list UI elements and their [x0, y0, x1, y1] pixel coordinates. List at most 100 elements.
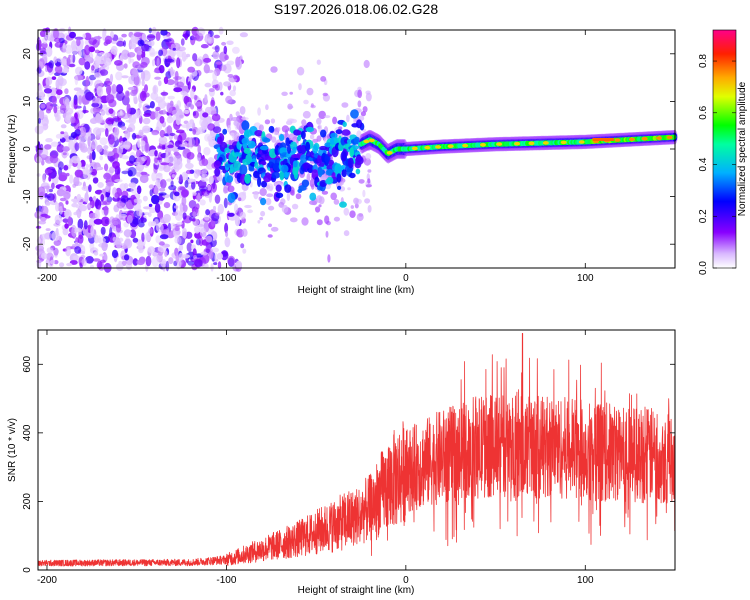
spectrogram-haze-blob [367, 205, 372, 213]
spectrogram-peak-spot [578, 140, 585, 144]
spectrogram-haze-blob [332, 116, 338, 125]
spectrogram-haze-blob [312, 138, 319, 143]
spectrogram-haze-blob [291, 203, 299, 210]
spectrogram-noise-blob [58, 172, 68, 182]
spectrogram-noise-blob [174, 226, 180, 232]
spectrogram-noise-blob [158, 65, 165, 74]
spectrogram-noise-blob [118, 237, 124, 242]
spectrogram-noise-blob [173, 134, 178, 140]
spectrogram-noise-blob [38, 118, 41, 124]
spectrogram-noise-blob [50, 141, 59, 147]
spectrogram-signal-blob [302, 162, 311, 169]
spectrogram-noise-blob [163, 38, 172, 42]
spectrogram-noise-blob [110, 45, 118, 55]
spectrogram-signal-blob [275, 184, 282, 192]
spectrogram-noise-blob [64, 211, 70, 216]
spectrogram-noise-blob [149, 47, 155, 56]
spectrogram-noise-blob [132, 132, 137, 140]
spectrogram-peak-spot [614, 138, 621, 142]
spectrogram-noise-blob [181, 227, 188, 239]
spectrogram-noise-blob [163, 202, 171, 209]
spectrogram-noise-blob [149, 189, 153, 197]
spectrogram-noise-blob [38, 109, 45, 121]
spectrogram-noise-blob [137, 139, 141, 148]
spectrogram-noise-blob [121, 33, 127, 38]
spectrogram-noise-blob [51, 182, 55, 190]
spectrogram-haze-blob [363, 59, 370, 69]
spectrogram-noise-blob [197, 179, 207, 189]
spectrogram-haze-blob [238, 197, 242, 202]
spectrogram-noise-blob [79, 204, 87, 212]
spectrogram-noise-blob [129, 155, 136, 164]
spectrogram-noise-blob [116, 145, 124, 155]
spectrogram-haze-blob [239, 211, 246, 220]
spectrogram-noise-blob [112, 236, 117, 242]
spectrogram-haze-blob [306, 173, 311, 183]
spectrogram-haze-blob [281, 125, 289, 133]
spectrogram-noise-blob [92, 106, 101, 114]
spectrogram-signal-blob [320, 129, 327, 138]
spectrogram-noise-blob [51, 76, 57, 80]
spectrogram-noise-blob [55, 79, 60, 89]
spectrogram-noise-blob [78, 140, 86, 151]
spectrogram-noise-blob [127, 52, 136, 58]
spectrogram-noise-blob [160, 29, 168, 36]
spectrogram-noise-blob [62, 152, 67, 156]
spectrogram-noise-blob [158, 99, 166, 109]
spectrogram-signal-blob [355, 168, 361, 175]
spectrogram-x-tick-label: -100 [216, 273, 236, 284]
spectrogram-noise-blob [167, 144, 174, 149]
spectrogram-noise-blob [48, 175, 52, 182]
spectrogram-noise-blob [48, 188, 54, 193]
spectrogram-y-label: Frequency (Hz) [7, 115, 18, 184]
spectrogram-noise-blob [165, 151, 169, 163]
spectrogram-noise-blob [203, 64, 210, 74]
spectrogram-noise-blob [185, 169, 193, 175]
spectrogram-haze-blob [273, 131, 279, 136]
spectrogram-haze-blob [271, 136, 277, 143]
spectrogram-noise-blob [206, 184, 212, 191]
spectrogram-haze-blob [321, 190, 329, 195]
spectrogram-noise-blob [140, 61, 148, 68]
spectrogram-noise-blob [141, 79, 145, 87]
spectrogram-noise-blob [135, 171, 141, 177]
snr-x-tick-label: -200 [37, 575, 57, 586]
spectrogram-haze-blob [364, 198, 371, 204]
spectrogram-haze-blob [349, 210, 356, 218]
spectrogram-noise-blob [208, 176, 214, 185]
spectrogram-noise-blob [84, 32, 92, 41]
spectrogram-haze-blob [227, 74, 234, 78]
spectrogram-noise-blob [211, 113, 221, 122]
spectrogram-peak-spot [528, 141, 535, 146]
spectrogram-noise-blob [109, 73, 114, 83]
spectrogram-noise-blob [123, 238, 133, 249]
spectrogram-signal-blob [241, 137, 250, 145]
spectrogram-noise-blob [115, 71, 123, 81]
spectrogram-noise-blob [76, 38, 81, 47]
spectrogram-noise-blob [124, 90, 130, 98]
spectrogram-noise-blob [121, 126, 127, 130]
spectrogram-haze-blob [356, 213, 364, 222]
spectrogram-noise-blob [68, 135, 75, 141]
spectrogram-noise-blob [43, 114, 48, 121]
spectrogram-haze-blob [232, 85, 237, 92]
spectrogram-noise-blob [195, 137, 199, 147]
colorbar-tick-label: 0.4 [698, 157, 709, 171]
spectrogram-noise-blob [156, 223, 164, 233]
spectrogram-noise-blob [195, 101, 202, 107]
spectrogram-noise-blob [40, 121, 49, 131]
spectrogram-noise-blob [224, 237, 231, 248]
spectrogram-noise-blob [135, 163, 145, 171]
spectrogram-noise-blob [165, 58, 175, 63]
spectrogram-noise-blob [59, 206, 63, 215]
spectrogram-noise-blob [114, 192, 121, 198]
spectrogram-noise-blob [123, 140, 131, 150]
spectrogram-noise-blob [148, 228, 153, 234]
spectrogram-noise-blob [44, 167, 53, 176]
spectrogram-noise-blob [149, 207, 157, 214]
spectrogram-noise-blob [157, 182, 161, 189]
spectrogram-noise-blob [192, 191, 197, 196]
spectrogram-noise-blob [185, 29, 191, 37]
spectrogram-noise-blob [55, 202, 60, 212]
spectrogram-haze-blob [281, 204, 289, 214]
